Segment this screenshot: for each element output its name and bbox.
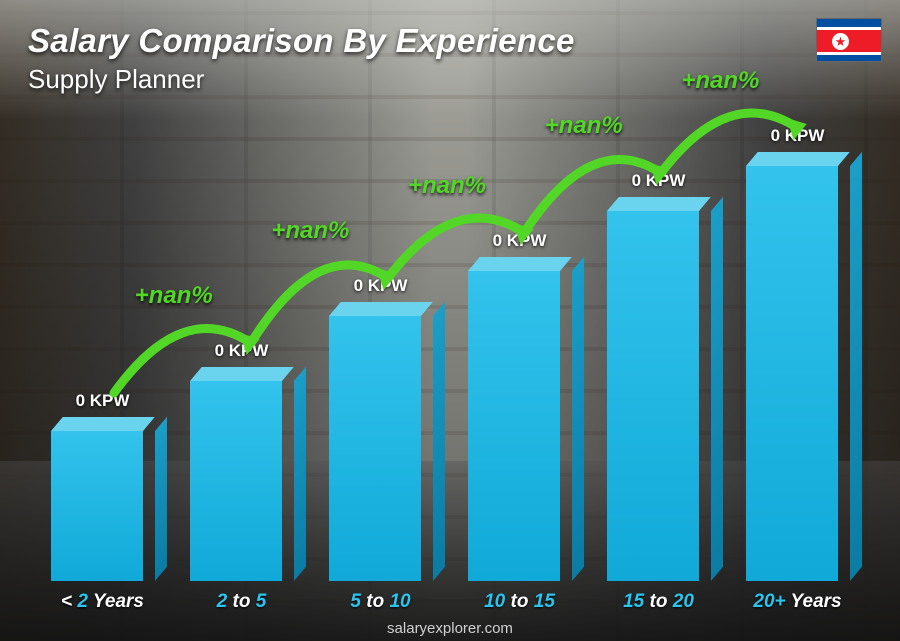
- bar: [468, 257, 572, 581]
- bar-value-label: 0 KPW: [771, 126, 825, 146]
- bar-4: 0 KPW: [596, 171, 721, 581]
- bar-3: 0 KPW: [457, 231, 582, 581]
- bar-1: 0 KPW: [179, 341, 304, 581]
- bar-value-label: 0 KPW: [76, 391, 130, 411]
- bar-value-label: 0 KPW: [632, 171, 686, 191]
- increase-label: +nan%: [545, 112, 623, 140]
- bar-5: 0 KPW: [735, 126, 860, 581]
- bar: [746, 152, 850, 581]
- x-axis-label: 2 to 5: [179, 591, 304, 613]
- x-axis-label: < 2 Years: [40, 591, 165, 613]
- bar-value-label: 0 KPW: [354, 276, 408, 296]
- increase-label: +nan%: [408, 172, 486, 200]
- bar-value-label: 0 KPW: [215, 341, 269, 361]
- increase-label: +nan%: [135, 282, 213, 310]
- chart-title: Salary Comparison By Experience: [28, 22, 575, 60]
- x-axis: < 2 Years 2 to 5 5 to 10 10 to 15 15 to 20 20…: [40, 591, 860, 613]
- bar-0: 0 KPW: [40, 391, 165, 581]
- star-icon: ★: [835, 35, 847, 48]
- bar: [190, 367, 294, 581]
- bar: [329, 302, 433, 581]
- bar: [607, 197, 711, 581]
- chart-subtitle: Supply Planner: [28, 64, 575, 95]
- header: Salary Comparison By Experience Supply P…: [28, 22, 575, 95]
- increase-label: +nan%: [681, 67, 759, 95]
- flag-north-korea: ★: [816, 18, 882, 62]
- x-axis-label: 5 to 10: [318, 591, 443, 613]
- x-axis-label: 15 to 20: [596, 591, 721, 613]
- attribution: salaryexplorer.com: [0, 620, 900, 637]
- bar-value-label: 0 KPW: [493, 231, 547, 251]
- bar: [51, 417, 155, 581]
- x-axis-label: 10 to 15: [457, 591, 582, 613]
- x-axis-label: 20+ Years: [735, 591, 860, 613]
- bar-2: 0 KPW: [318, 276, 443, 581]
- increase-label: +nan%: [271, 217, 349, 245]
